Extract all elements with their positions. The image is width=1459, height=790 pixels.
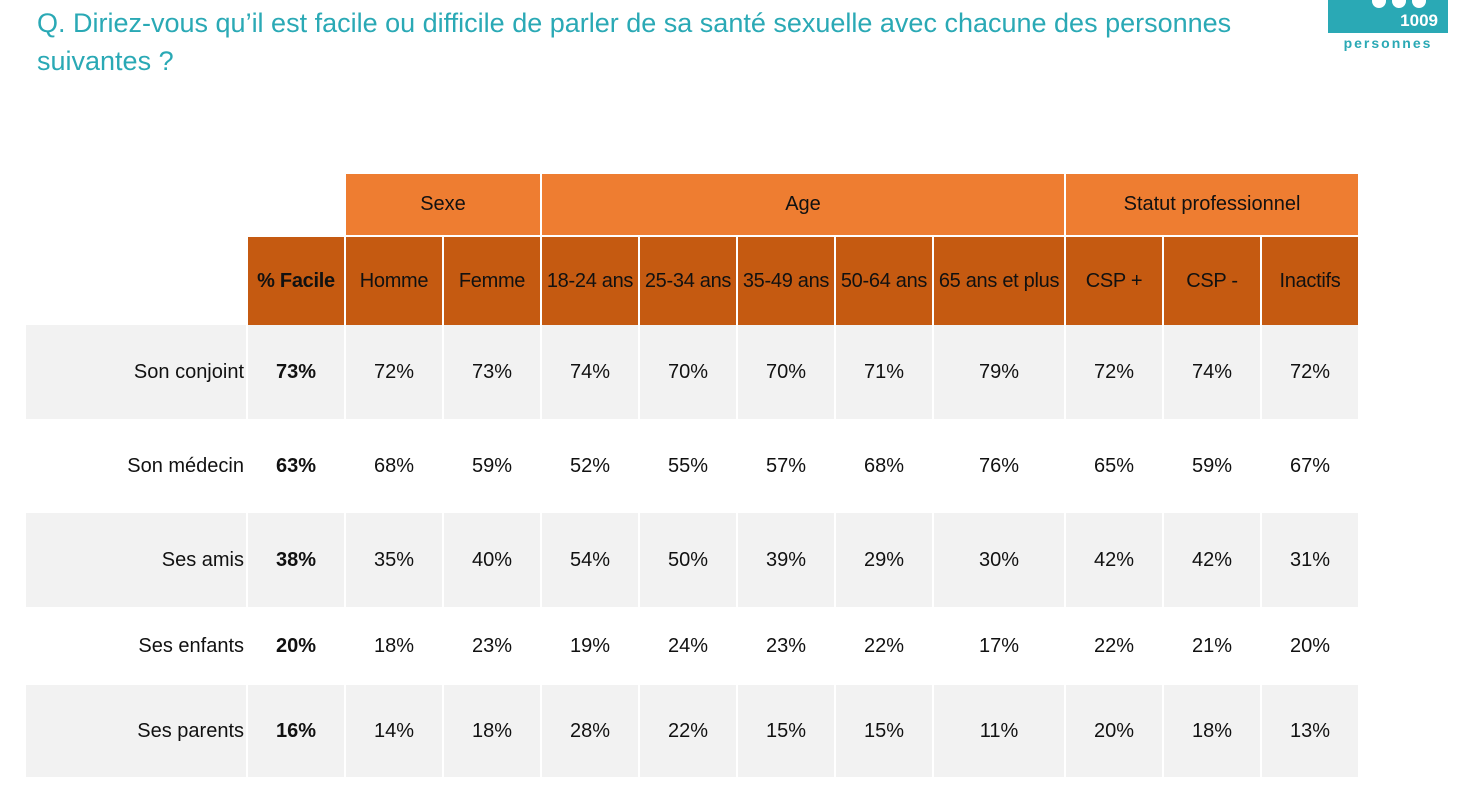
value-cell: 19% <box>540 607 640 685</box>
value-cell: 18% <box>442 685 542 777</box>
value-cell: 68% <box>834 419 934 513</box>
value-cell: 18% <box>1162 685 1262 777</box>
blank-corner <box>247 174 345 236</box>
question-title: Q. Diriez-vous qu’il est facile ou diffi… <box>37 8 1232 76</box>
value-cell: 39% <box>736 513 836 607</box>
value-cell: 24% <box>638 607 738 685</box>
value-cell: 23% <box>442 607 542 685</box>
column-header: 35-49 ans <box>736 235 836 325</box>
value-cell: 22% <box>1064 607 1164 685</box>
value-cell: 70% <box>736 325 836 419</box>
sample-size-badge: 1009 personnes <box>1328 0 1448 52</box>
value-cell: 30% <box>932 513 1066 607</box>
value-cell: 59% <box>442 419 542 513</box>
row-label: Ses amis <box>24 513 248 607</box>
column-header: Homme <box>344 235 444 325</box>
value-cell: 17% <box>932 607 1066 685</box>
value-cell: 42% <box>1064 513 1164 607</box>
column-header: Femme <box>442 235 542 325</box>
value-cell: 20% <box>1064 685 1164 777</box>
value-cell: 52% <box>540 419 640 513</box>
total-cell: 63% <box>246 419 346 513</box>
group-header-row: Sexe Age Statut professionnel <box>25 174 1360 236</box>
column-header: CSP - <box>1162 235 1262 325</box>
value-cell: 22% <box>834 607 934 685</box>
row-label: Son médecin <box>24 419 248 513</box>
value-cell: 57% <box>736 419 836 513</box>
group-header-sexe: Sexe <box>344 174 542 236</box>
row-label: Ses enfants <box>24 607 248 685</box>
sample-size-count: 1009 <box>1400 11 1438 30</box>
table-row: Son médecin 63% 68% 59% 52% 55% 57% 68% … <box>24 419 1360 513</box>
row-label: Son conjoint <box>24 325 248 419</box>
value-cell: 22% <box>638 685 738 777</box>
value-cell: 13% <box>1260 685 1360 777</box>
value-cell: 35% <box>344 513 444 607</box>
value-cell: 18% <box>344 607 444 685</box>
group-header-age: Age <box>540 174 1066 236</box>
column-header: CSP + <box>1064 235 1164 325</box>
column-header: 65 ans et plus <box>932 235 1066 325</box>
value-cell: 71% <box>834 325 934 419</box>
row-label: Ses parents <box>24 685 248 777</box>
table-row: Ses amis 38% 35% 40% 54% 50% 39% 29% 30%… <box>24 513 1360 607</box>
column-header: 18-24 ans <box>540 235 640 325</box>
value-cell: 79% <box>932 325 1066 419</box>
value-cell: 15% <box>736 685 836 777</box>
value-cell: 31% <box>1260 513 1360 607</box>
total-cell: 73% <box>246 325 346 419</box>
value-cell: 50% <box>638 513 738 607</box>
column-header-row: % Facile Homme Femme 18-24 ans 25-34 ans… <box>25 235 1360 325</box>
total-cell: 16% <box>246 685 346 777</box>
value-cell: 65% <box>1064 419 1164 513</box>
column-header: 25-34 ans <box>638 235 738 325</box>
blank-corner <box>25 174 247 236</box>
value-cell: 74% <box>540 325 640 419</box>
blank-corner <box>25 236 247 325</box>
value-cell: 29% <box>834 513 934 607</box>
table-row: Ses enfants 20% 18% 23% 19% 24% 23% 22% … <box>24 607 1360 685</box>
column-header-total: % Facile <box>246 235 346 325</box>
value-cell: 67% <box>1260 419 1360 513</box>
value-cell: 14% <box>344 685 444 777</box>
column-header: 50-64 ans <box>834 235 934 325</box>
value-cell: 42% <box>1162 513 1262 607</box>
value-cell: 72% <box>344 325 444 419</box>
total-cell: 20% <box>246 607 346 685</box>
value-cell: 68% <box>344 419 444 513</box>
value-cell: 70% <box>638 325 738 419</box>
value-cell: 28% <box>540 685 640 777</box>
value-cell: 21% <box>1162 607 1262 685</box>
value-cell: 54% <box>540 513 640 607</box>
table-row: Son conjoint 73% 72% 73% 74% 70% 70% 71%… <box>24 325 1360 419</box>
column-header: Inactifs <box>1260 235 1360 325</box>
value-cell: 76% <box>932 419 1066 513</box>
value-cell: 40% <box>442 513 542 607</box>
table-row: Ses parents 16% 14% 18% 28% 22% 15% 15% … <box>24 685 1360 777</box>
value-cell: 11% <box>932 685 1066 777</box>
results-table: Sexe Age Statut professionnel % Facile H… <box>24 174 1360 777</box>
people-icon <box>1372 0 1428 8</box>
value-cell: 74% <box>1162 325 1262 419</box>
value-cell: 73% <box>442 325 542 419</box>
value-cell: 55% <box>638 419 738 513</box>
group-header-statut: Statut professionnel <box>1064 174 1360 236</box>
value-cell: 20% <box>1260 607 1360 685</box>
sample-size-label: personnes <box>1343 35 1433 51</box>
total-cell: 38% <box>246 513 346 607</box>
value-cell: 15% <box>834 685 934 777</box>
value-cell: 72% <box>1064 325 1164 419</box>
value-cell: 23% <box>736 607 836 685</box>
sample-size-box: 1009 <box>1328 0 1448 33</box>
value-cell: 72% <box>1260 325 1360 419</box>
value-cell: 59% <box>1162 419 1262 513</box>
